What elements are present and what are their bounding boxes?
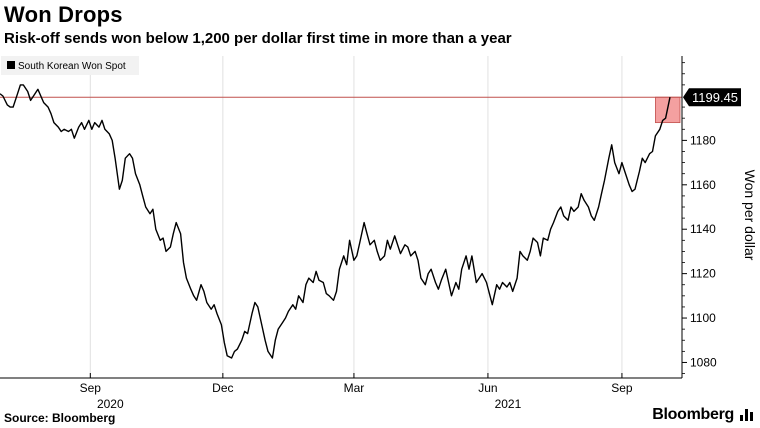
chart-title: Won Drops (4, 2, 123, 27)
y-tick-label: 1080 (690, 355, 717, 369)
series-line-0 (0, 84, 671, 359)
y-tick-label: 1120 (690, 267, 716, 281)
legend-box (1, 56, 139, 75)
legend-swatch (7, 61, 15, 69)
y-axis-label: Won per dollar (742, 170, 758, 261)
x-year-label: 2020 (97, 397, 124, 411)
y-tick-label: 1140 (690, 222, 716, 236)
x-tick-label: Mar (344, 381, 365, 395)
series-layer (0, 84, 671, 359)
legend: South Korean Won Spot (1, 56, 139, 75)
brand-logo-text: Bloomberg (652, 406, 734, 423)
grid-lines (89, 56, 623, 378)
x-tick-label: Dec (212, 381, 233, 395)
y-tick-label: 1100 (690, 311, 716, 325)
bloomberg-bars-icon (740, 409, 754, 421)
chart-subtitle: Risk-off sends won below 1,200 per dolla… (4, 30, 512, 47)
x-tick-label: Sep (80, 381, 102, 395)
source-note: Source: Bloomberg (4, 411, 116, 425)
x-year-label: 2021 (495, 397, 522, 411)
y-tick-label: 1160 (690, 178, 716, 192)
y-tick-label: 1180 (690, 133, 716, 147)
x-tick-label: Jun (478, 381, 497, 395)
last-value-label: 1199.45 (692, 90, 738, 105)
last-value-badge (683, 88, 741, 107)
legend-entry: South Korean Won Spot (18, 61, 126, 72)
axis-layer: 1080 1100 1120 1140 1160 1180 Sep 2020 Dec Mar Jun… (0, 56, 758, 411)
x-tick-label: Sep (611, 381, 633, 395)
